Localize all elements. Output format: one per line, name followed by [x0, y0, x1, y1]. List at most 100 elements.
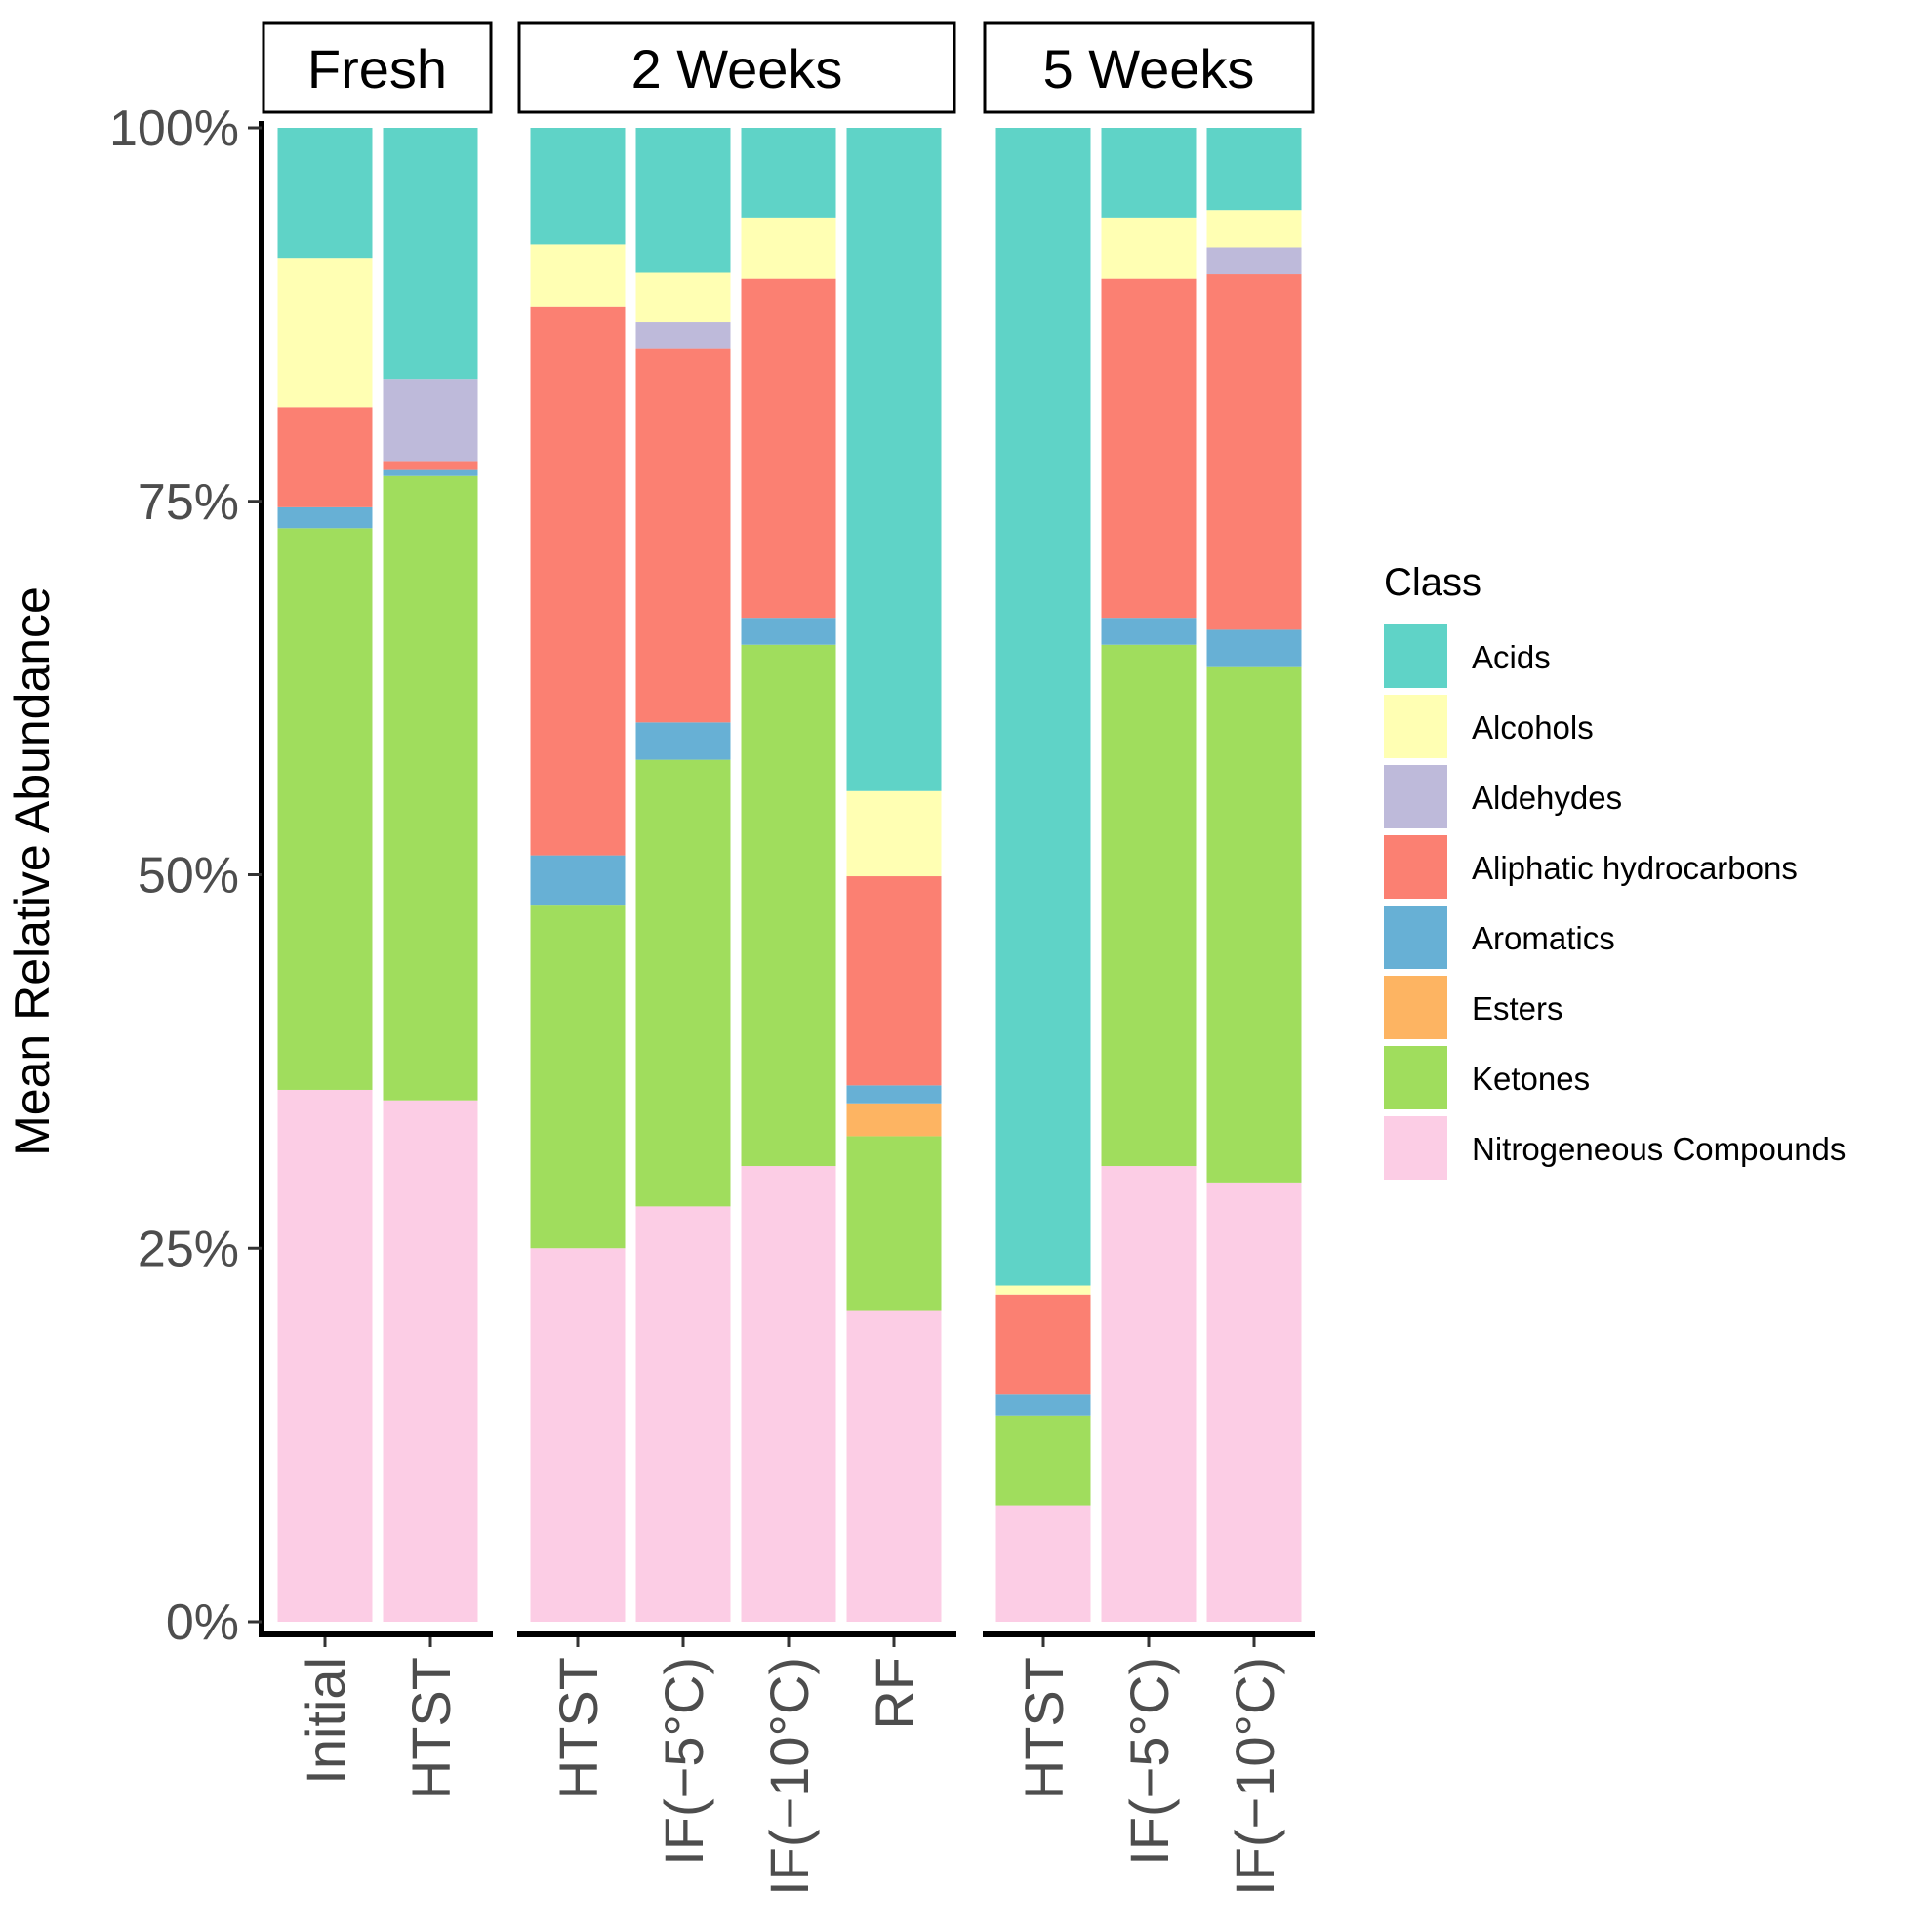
bar-segment-nitrogeneous-compounds [995, 1505, 1091, 1622]
legend-label: Nitrogeneous Compounds [1472, 1131, 1846, 1167]
bar-segment-aliphatic-hydrocarbons [995, 1294, 1091, 1395]
x-tick-label: IF(−10°C) [758, 1657, 820, 1896]
bar-segment-alcohols [741, 217, 836, 279]
bar-segment-acids [635, 128, 731, 273]
legend-label: Aldehydes [1472, 780, 1622, 816]
bar-initial [277, 128, 373, 1622]
bar-if-10-c [1206, 128, 1302, 1622]
bar-segment-acids [846, 128, 942, 791]
legend-item-aliphatic-hydrocarbons: Aliphatic hydrocarbons [1384, 835, 1798, 899]
bar-segment-aromatics [741, 618, 836, 645]
bar-htst [530, 128, 626, 1622]
bar-segment-nitrogeneous-compounds [635, 1206, 731, 1622]
bar-segment-aliphatic-hydrocarbons [1206, 274, 1302, 630]
bar-segment-nitrogeneous-compounds [846, 1310, 942, 1622]
x-tick-label: RF [864, 1657, 925, 1730]
panel-title: Fresh [307, 38, 447, 100]
y-tick-label: 0% [166, 1594, 239, 1651]
bar-segment-nitrogeneous-compounds [1101, 1166, 1197, 1622]
x-tick-label: HTST [548, 1657, 609, 1799]
legend-item-aromatics: Aromatics [1384, 906, 1615, 969]
bar-segment-alcohols [635, 272, 731, 323]
bar-segment-acids [530, 128, 626, 245]
legend-item-ketones: Ketones [1384, 1046, 1590, 1109]
legend-label: Alcohols [1472, 709, 1594, 745]
bar-segment-nitrogeneous-compounds [530, 1248, 626, 1622]
panel-fresh: Fresh Initial HTST [262, 21, 493, 1799]
y-tick-label: 25% [138, 1221, 239, 1277]
bar-if-5-c [1101, 128, 1197, 1622]
bar-htst [383, 128, 478, 1622]
bar-htst [995, 128, 1091, 1622]
bar-segment-aromatics [530, 855, 626, 906]
bar-segment-aliphatic-hydrocarbons [383, 461, 478, 470]
bar-segment-acids [277, 128, 373, 259]
panel-title: 5 Weeks [1043, 38, 1255, 100]
y-axis: 0% 25% 50% 75% 100% [109, 101, 264, 1651]
bar-segment-aldehydes [635, 322, 731, 349]
bar-segment-aliphatic-hydrocarbons [846, 876, 942, 1086]
legend-label: Aromatics [1472, 920, 1615, 956]
legend-label: Ketones [1472, 1061, 1590, 1097]
bar-segment-aliphatic-hydrocarbons [741, 278, 836, 619]
y-tick-label: 50% [138, 848, 239, 905]
x-tick-label: HTST [1013, 1657, 1075, 1799]
bar-segment-esters [846, 1103, 942, 1137]
bar-segment-acids [1206, 128, 1302, 211]
legend-label: Acids [1472, 639, 1551, 675]
bar-segment-ketones [530, 905, 626, 1249]
bar-if-5-c [635, 128, 731, 1622]
bar-segment-acids [741, 128, 836, 218]
bar-segment-ketones [995, 1415, 1091, 1506]
bar-segment-aliphatic-hydrocarbons [635, 348, 731, 723]
bar-segment-alcohols [995, 1285, 1091, 1295]
y-axis-title: Mean Relative Abundance [5, 586, 60, 1156]
bar-segment-aromatics [1206, 629, 1302, 667]
bar-rf [846, 128, 942, 1622]
bar-segment-aromatics [277, 506, 373, 529]
bar-segment-alcohols [277, 258, 373, 408]
bar-segment-aliphatic-hydrocarbons [277, 407, 373, 507]
bar-segment-nitrogeneous-compounds [383, 1100, 478, 1622]
legend-swatch [1384, 624, 1447, 688]
bar-segment-ketones [277, 528, 373, 1090]
bar-segment-aldehydes [1206, 247, 1302, 275]
bar-segment-alcohols [1101, 217, 1197, 279]
panel-5-weeks: 5 Weeks HTST IF(−5°C) IF(−10°C) [983, 21, 1315, 1896]
bar-segment-aliphatic-hydrocarbons [530, 306, 626, 856]
legend-label: Aliphatic hydrocarbons [1472, 850, 1798, 886]
bar-segment-nitrogeneous-compounds [741, 1166, 836, 1622]
y-tick-label: 75% [138, 474, 239, 531]
bar-segment-ketones [1101, 644, 1197, 1167]
bar-segment-ketones [741, 644, 836, 1167]
bar-segment-ketones [383, 475, 478, 1101]
bar-segment-alcohols [1206, 210, 1302, 248]
legend: Class Acids Alcohols Aldehydes Aliphatic hy… [1384, 561, 1846, 1180]
bar-segment-alcohols [846, 790, 942, 877]
x-tick-label: IF(−5°C) [1118, 1657, 1180, 1866]
bar-segment-ketones [635, 759, 731, 1207]
bar-segment-alcohols [530, 244, 626, 307]
panel-strip [262, 21, 493, 114]
bar-segment-aromatics [1101, 618, 1197, 645]
legend-title: Class [1384, 561, 1481, 604]
legend-item-nitrogeneous-compounds: Nitrogeneous Compounds [1384, 1116, 1846, 1180]
x-tick-label: IF(−10°C) [1224, 1657, 1285, 1896]
legend-swatch [1384, 765, 1447, 828]
bar-segment-aromatics [846, 1085, 942, 1104]
legend-swatch [1384, 906, 1447, 969]
y-tick-label: 100% [109, 101, 239, 157]
panel-strip [517, 21, 956, 114]
bar-segment-ketones [846, 1136, 942, 1311]
bar-segment-acids [383, 128, 478, 380]
bar-segment-acids [1101, 128, 1197, 218]
legend-label: Esters [1472, 990, 1563, 1026]
legend-item-aldehydes: Aldehydes [1384, 765, 1622, 828]
legend-item-alcohols: Alcohols [1384, 695, 1594, 758]
legend-item-esters: Esters [1384, 976, 1563, 1039]
x-tick-label: Initial [295, 1657, 356, 1785]
legend-item-acids: Acids [1384, 624, 1551, 688]
legend-swatch [1384, 1116, 1447, 1180]
bar-segment-ketones [1206, 666, 1302, 1183]
